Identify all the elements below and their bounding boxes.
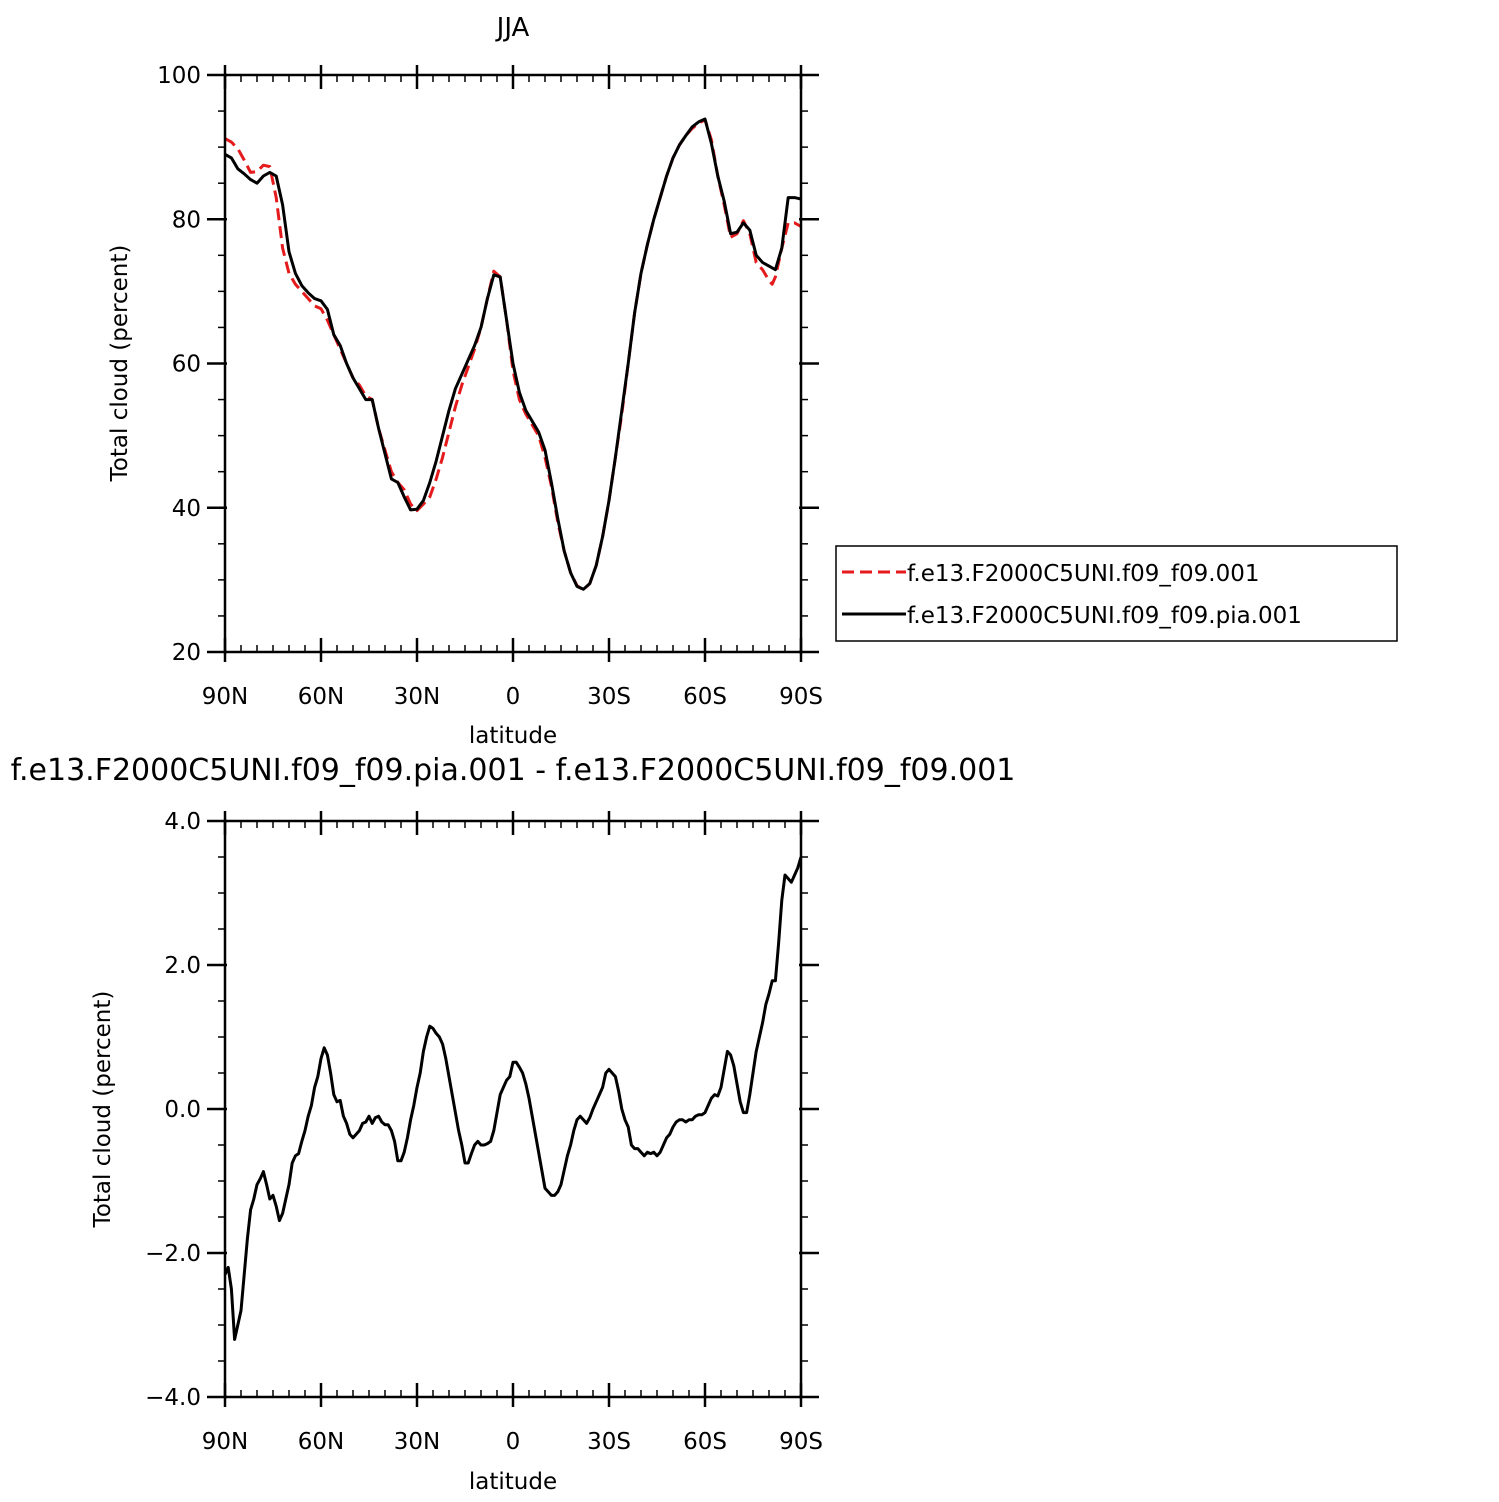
bottom-y-tick-label: 0.0: [164, 1097, 201, 1123]
bottom-x-tick-label: 60N: [298, 1429, 344, 1455]
bottom-y-tick-label: −4.0: [145, 1385, 201, 1411]
bottom-plot-frame: [223, 819, 803, 1399]
top-chart-title: JJA: [495, 13, 530, 43]
top-x-tick-label: 60S: [683, 684, 727, 710]
bottom-x-tick-label: 60S: [683, 1429, 727, 1455]
bottom-y-tick-label: 4.0: [164, 809, 201, 835]
bottom-x-tick-label: 90N: [202, 1429, 248, 1455]
top-series-line-1: [224, 117, 802, 591]
top-plot-frame: [223, 73, 803, 654]
bottom-chart-title: f.e13.F2000C5UNI.f09_f09.pia.001 - f.e13…: [11, 753, 1016, 788]
top-chart-panel: JJA 90N 60N 30N 0 30S 60S 90S 20 40 60 80 100 Total…: [107, 13, 1398, 749]
top-y-tick-label: 40: [172, 496, 201, 522]
bottom-chart-panel: f.e13.F2000C5UNI.f09_f09.pia.001 - f.e13…: [11, 753, 1016, 1495]
bottom-x-axis-label: latitude: [469, 1469, 557, 1495]
bottom-y-tick-label: 2.0: [164, 953, 201, 979]
top-x-tick-label: 60N: [298, 684, 344, 710]
bottom-x-tick-label: 0: [506, 1429, 521, 1455]
legend-box: [835, 545, 1398, 642]
bottom-y-axis-label: Total cloud (percent): [90, 991, 116, 1229]
top-y-tick-label: 60: [172, 352, 201, 378]
top-legend: f.e13.F2000C5UNI.f09_f09.001 f.e13.F2000…: [835, 545, 1398, 642]
top-y-tick-label: 100: [157, 63, 201, 89]
top-x-axis-label: latitude: [469, 723, 557, 749]
top-x-tick-label: 90S: [779, 684, 823, 710]
top-x-tick-label: 30N: [394, 684, 440, 710]
bottom-x-tick-label: 30S: [587, 1429, 631, 1455]
top-x-tick-label: 0: [506, 684, 521, 710]
legend-label-experiment: f.e13.F2000C5UNI.f09_f09.pia.001: [907, 603, 1302, 629]
bottom-y-tick-label: −2.0: [145, 1241, 201, 1267]
top-x-tick-label: 90N: [202, 684, 248, 710]
top-y-tick-label: 20: [172, 640, 201, 666]
top-y-tick-label: 80: [172, 207, 201, 233]
legend-label-control: f.e13.F2000C5UNI.f09_f09.001: [907, 561, 1260, 587]
top-x-tick-label: 30S: [587, 684, 631, 710]
bottom-x-tick-label: 30N: [394, 1429, 440, 1455]
bottom-series-line-0: [223, 856, 803, 1341]
bottom-x-tick-label: 90S: [779, 1429, 823, 1455]
top-y-axis-label: Total cloud (percent): [107, 245, 133, 483]
